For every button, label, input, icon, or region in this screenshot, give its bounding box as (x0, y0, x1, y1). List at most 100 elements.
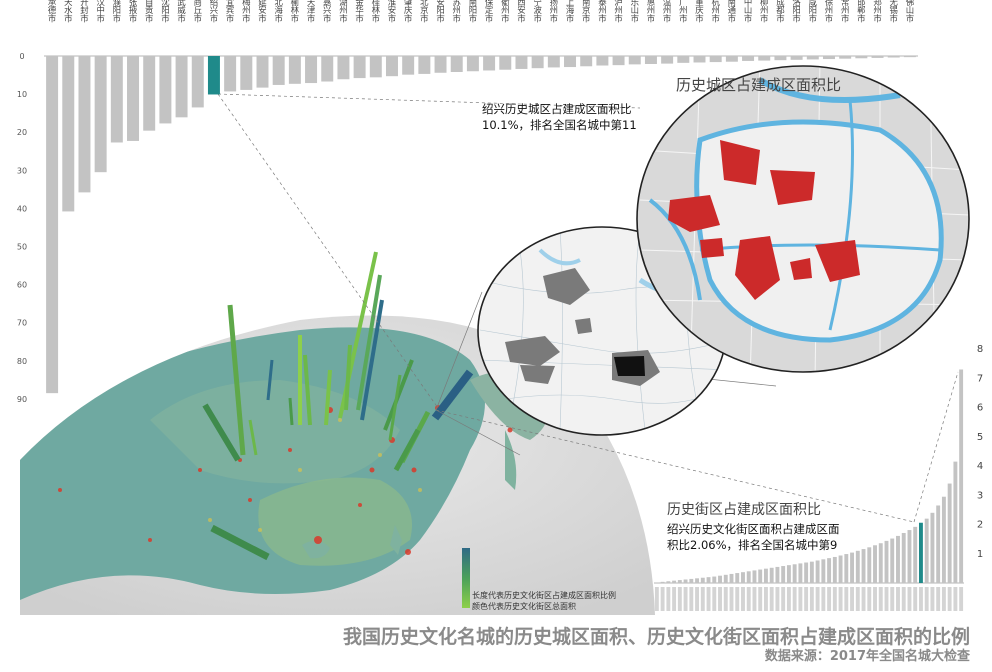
bottom-chart-ytick: 2 (977, 520, 983, 531)
bottom-chart-bar (700, 577, 705, 583)
top-chart-ytick: 20 (17, 128, 27, 137)
bottom-chart-category-mark (706, 587, 711, 611)
bottom-chart-category-mark (712, 587, 717, 611)
bottom-chart-bar (936, 505, 941, 583)
top-chart-bar (887, 56, 900, 58)
bottom-chart-bar (941, 496, 946, 583)
bottom-chart-bar (712, 576, 717, 583)
bottom-chart-category-mark (718, 587, 722, 611)
top-chart-category-label: 武威市 (177, 0, 187, 24)
bottom-chart-category-mark (873, 587, 877, 611)
top-chart-category-label: 徐州市 (824, 0, 834, 24)
bottom-chart-bar (792, 564, 797, 583)
bottom-chart-bar (677, 580, 682, 583)
top-chart-category-label: 汉中市 (96, 0, 106, 24)
bottom-chart-bar (815, 560, 820, 583)
bottom-chart-bar (844, 554, 849, 583)
bottom-chart-category-mark (700, 587, 705, 611)
bottom-chart-bar (890, 538, 895, 583)
footer-source: 数据来源：2017年全国名城大检查 (764, 649, 970, 664)
top-chart-category-label: 温州市 (662, 0, 672, 24)
top-chart-category-label: 上海市 (565, 0, 575, 24)
top-chart-category-label: 榆林市 (290, 0, 300, 24)
top-chart-bar (709, 56, 722, 63)
top-chart-bar (839, 56, 852, 59)
top-chart-ytick: 60 (17, 281, 27, 290)
bottom-chart-category-mark (660, 587, 665, 611)
top-chart-category-label: 乐山市 (630, 0, 640, 24)
bottom-chart-category-mark (890, 587, 895, 611)
bottom-chart-bar (718, 575, 722, 583)
top-chart-bar (353, 56, 366, 79)
top-chart-category-label: 梅州市 (241, 0, 251, 24)
bottom-chart-ytick: 5 (977, 432, 983, 443)
bottom-chart-bar (827, 558, 832, 583)
bottom-chart-category-mark (953, 587, 958, 611)
top-chart-bar (46, 56, 59, 394)
top-chart-bar (256, 56, 269, 88)
bottom-chart-ytick: 4 (977, 461, 983, 472)
bottom-chart-ytick: 3 (977, 490, 983, 501)
top-chart-category-label: 宁波市 (533, 0, 543, 24)
bottom-chart-category-mark (827, 587, 832, 611)
top-chart-category-label: 常州市 (840, 0, 850, 24)
top-chart-bar (564, 56, 577, 68)
top-chart-bar (774, 56, 787, 61)
top-chart-bar (580, 56, 593, 67)
bottom-chart-category-mark (672, 587, 677, 611)
bottom-chart-ytick: 8 (977, 344, 983, 355)
legend-line1: 长度代表历史文化街区占建成区面积比例 (472, 591, 616, 600)
top-chart-category-label: 南阳市 (468, 0, 478, 24)
bottom-chart-category-mark (752, 587, 757, 611)
bottom-chart-bar (918, 522, 923, 583)
top-chart-bar (515, 56, 528, 69)
bottom-chart-ytick: 1 (977, 549, 983, 560)
top-chart-bar (628, 56, 641, 65)
top-chart-category-label: 天津市 (306, 0, 316, 24)
bottom-chart-category-mark (844, 587, 849, 611)
top-chart-category-label: 桂林市 (371, 0, 381, 24)
top-chart-ytick: 30 (17, 166, 27, 175)
bottom-chart-bar (861, 549, 866, 583)
bottom-chart-bar (798, 563, 803, 583)
bottom-chart-bar (666, 581, 671, 583)
top-chart-ytick: 80 (17, 357, 27, 366)
bottom-chart-bar (741, 572, 745, 583)
top-chart-bar (337, 56, 350, 80)
bottom-chart-category-mark (723, 587, 728, 611)
top-chart-bar (758, 56, 771, 61)
top-chart-bar (207, 56, 220, 95)
top-chart-ytick: 50 (17, 242, 27, 251)
top-chart-bar (402, 56, 415, 75)
top-chart-category-label: 广州市 (678, 0, 688, 24)
legend-color-bar (462, 548, 470, 608)
top-chart-category-label: 成都市 (775, 0, 785, 24)
top-chart-category-label: 扬州市 (549, 0, 559, 24)
top-chart-category-label: 自贡市 (144, 0, 154, 24)
bottom-chart-category-mark (855, 587, 860, 611)
globe-map (20, 251, 655, 615)
top-chart-bar (159, 56, 172, 124)
top-chart-bar (418, 56, 431, 74)
top-chart-ytick: 10 (17, 90, 27, 99)
bottom-chart-category-mark (924, 587, 929, 611)
bottom-chart-category-mark (792, 587, 797, 611)
bottom-chart-category-mark (907, 587, 912, 611)
district-note-line2: 积比2.06%，排名全国名城中第9 (667, 538, 838, 552)
top-chart-category-label: 中山市 (743, 0, 753, 24)
city-note-line1: 绍兴历史城区占建成区面积比 (482, 102, 632, 116)
top-chart-category-label: 泸州市 (614, 0, 624, 24)
top-chart-bar (806, 56, 819, 60)
bottom-chart-bar (855, 550, 860, 583)
bottom-chart-bar (706, 577, 711, 583)
top-chart-bar (596, 56, 609, 66)
top-chart-bar (499, 56, 512, 70)
bottom-chart-category-mark (804, 587, 809, 611)
top-chart-category-label: 金华市 (355, 0, 365, 24)
top-chart-category-label: 无锡市 (889, 0, 899, 24)
top-chart-category-label: 南京市 (581, 0, 591, 24)
bottom-chart-category-mark (769, 587, 774, 611)
bottom-chart-category-mark (775, 587, 780, 611)
top-chart-bar (305, 56, 318, 84)
